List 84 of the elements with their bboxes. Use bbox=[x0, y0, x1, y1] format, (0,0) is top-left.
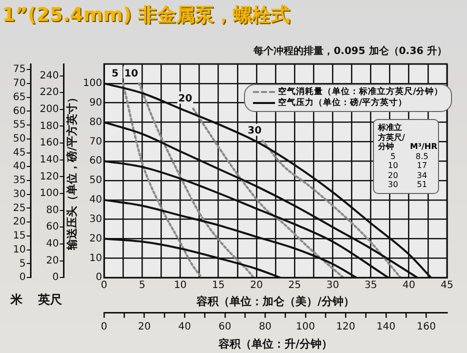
y3-tick-label: 60 bbox=[46, 222, 59, 233]
x2-axis-title: 容积（单位：升/分钟） bbox=[218, 337, 333, 350]
y3-axis-title: 英尺 bbox=[36, 292, 63, 307]
x2-tick-label: 80 bbox=[258, 321, 272, 332]
y3-tick-label: 100 bbox=[40, 188, 59, 200]
x-tick-label: 45 bbox=[440, 280, 454, 292]
y-tick-label: 70 bbox=[89, 136, 102, 148]
annotation: 空气压力（单位：磅/平方英寸） bbox=[277, 98, 408, 109]
x-tick-label: 40 bbox=[402, 280, 416, 292]
y-tick-label: 10 bbox=[89, 252, 102, 264]
x2-tick-label: 20 bbox=[138, 321, 151, 332]
y-tick-label: 20 bbox=[89, 233, 102, 244]
y2-tick-label: 40 bbox=[12, 161, 26, 172]
y2-tick-label: 5 bbox=[19, 258, 26, 270]
y3-tick-label: 240 bbox=[40, 70, 59, 82]
y2-tick-label: 10 bbox=[12, 244, 26, 256]
y-tick-label: 50 bbox=[89, 175, 102, 186]
annotation: 8.5 bbox=[414, 152, 430, 161]
y3-tick-label: 40 bbox=[46, 238, 59, 250]
x2-tick-label: 160 bbox=[416, 321, 436, 332]
y3-tick-label: 160 bbox=[40, 138, 59, 149]
y2-tick-label: 25 bbox=[12, 202, 26, 214]
x-tick-label: 20 bbox=[250, 280, 263, 292]
series-label: 20 bbox=[178, 94, 192, 105]
y-tick-label: 0 bbox=[96, 272, 102, 284]
y2-tick-label: 45 bbox=[12, 147, 26, 158]
y-tick-label: 40 bbox=[89, 194, 102, 206]
series-label: 30 bbox=[248, 126, 262, 137]
y-tick-label: 60 bbox=[89, 156, 102, 167]
y-axis-title: 输送压头（单位，磅/平方英寸） bbox=[65, 92, 78, 251]
y2-tick-label: 70 bbox=[12, 78, 26, 90]
y3-tick-label: 120 bbox=[40, 171, 59, 182]
text: 每个冲程的排量，0.095 加仑（0.36 升） bbox=[254, 44, 447, 58]
y3-tick-label: 200 bbox=[40, 104, 59, 116]
x2-tick-label: 40 bbox=[178, 321, 192, 332]
annotation: 20 bbox=[386, 170, 400, 180]
annotation: 34 bbox=[416, 170, 428, 180]
y3-tick-label: 180 bbox=[40, 120, 59, 132]
y-tick-label: 30 bbox=[89, 214, 102, 225]
annotation: 5 bbox=[389, 152, 397, 161]
y-tick-label: 90 bbox=[89, 97, 102, 108]
x2-tick-label: 120 bbox=[336, 321, 356, 332]
y-tick-label: 100 bbox=[83, 78, 102, 90]
y2-tick-label: 30 bbox=[12, 188, 26, 200]
annotation: 51 bbox=[416, 180, 428, 190]
x-axis-title: 容积（单位：加仑（美）/分钟） bbox=[196, 295, 355, 308]
x2-tick-label: 100 bbox=[296, 321, 315, 332]
series-label: 10 bbox=[124, 68, 138, 80]
x2-tick-label: 140 bbox=[376, 321, 396, 332]
y2-tick-label: 15 bbox=[12, 230, 26, 242]
y3-tick-label: 220 bbox=[40, 87, 59, 98]
y2-tick-label: 0 bbox=[19, 272, 26, 284]
x-tick-label: 25 bbox=[288, 280, 301, 292]
y2-tick-label: 20 bbox=[12, 216, 26, 228]
y2-tick-label: 60 bbox=[12, 106, 26, 117]
y2-tick-label: 65 bbox=[12, 92, 26, 103]
y2-tick-label: 75 bbox=[12, 64, 26, 76]
chart-title: 1”(25.4mm) 非金属泵，螺栓式 bbox=[2, 3, 290, 28]
x-tick-label: 30 bbox=[326, 280, 340, 292]
y2-tick-label: 35 bbox=[12, 175, 26, 186]
annotation: 10 bbox=[386, 161, 400, 170]
x-tick-label: 15 bbox=[212, 280, 225, 292]
x-tick-label: 5 bbox=[139, 280, 146, 292]
annotation: 30 bbox=[386, 180, 400, 190]
line-series bbox=[192, 108, 344, 278]
x-tick-label: 10 bbox=[174, 280, 187, 292]
y3-tick-label: 80 bbox=[46, 204, 59, 216]
x2-tick-label: 60 bbox=[218, 321, 232, 332]
series-label: 5 bbox=[112, 68, 119, 80]
y2-tick-label: 50 bbox=[12, 133, 26, 144]
y3-tick-label: 0 bbox=[52, 272, 59, 284]
line-series bbox=[122, 82, 203, 278]
annotation: 空气消耗量（单位：标准立方英尺/分钟） bbox=[277, 87, 444, 98]
y-tick-label: 80 bbox=[89, 116, 102, 128]
key-box: 空气消耗量（单位：标准立方英尺/分钟） 空气压力（单位：磅/平方英寸） bbox=[244, 84, 452, 112]
x-tick-label: 35 bbox=[364, 280, 378, 292]
line-series bbox=[261, 140, 402, 278]
y2-tick-label: 55 bbox=[12, 120, 26, 131]
y2-axis-title: 米 bbox=[10, 292, 24, 307]
annotation: M³/HR bbox=[410, 142, 438, 152]
annotation: 17 bbox=[416, 161, 428, 170]
annotation: 标准立方英尺/分钟 bbox=[378, 123, 406, 152]
y3-tick-label: 20 bbox=[46, 255, 59, 266]
y3-tick-label: 140 bbox=[40, 154, 59, 166]
